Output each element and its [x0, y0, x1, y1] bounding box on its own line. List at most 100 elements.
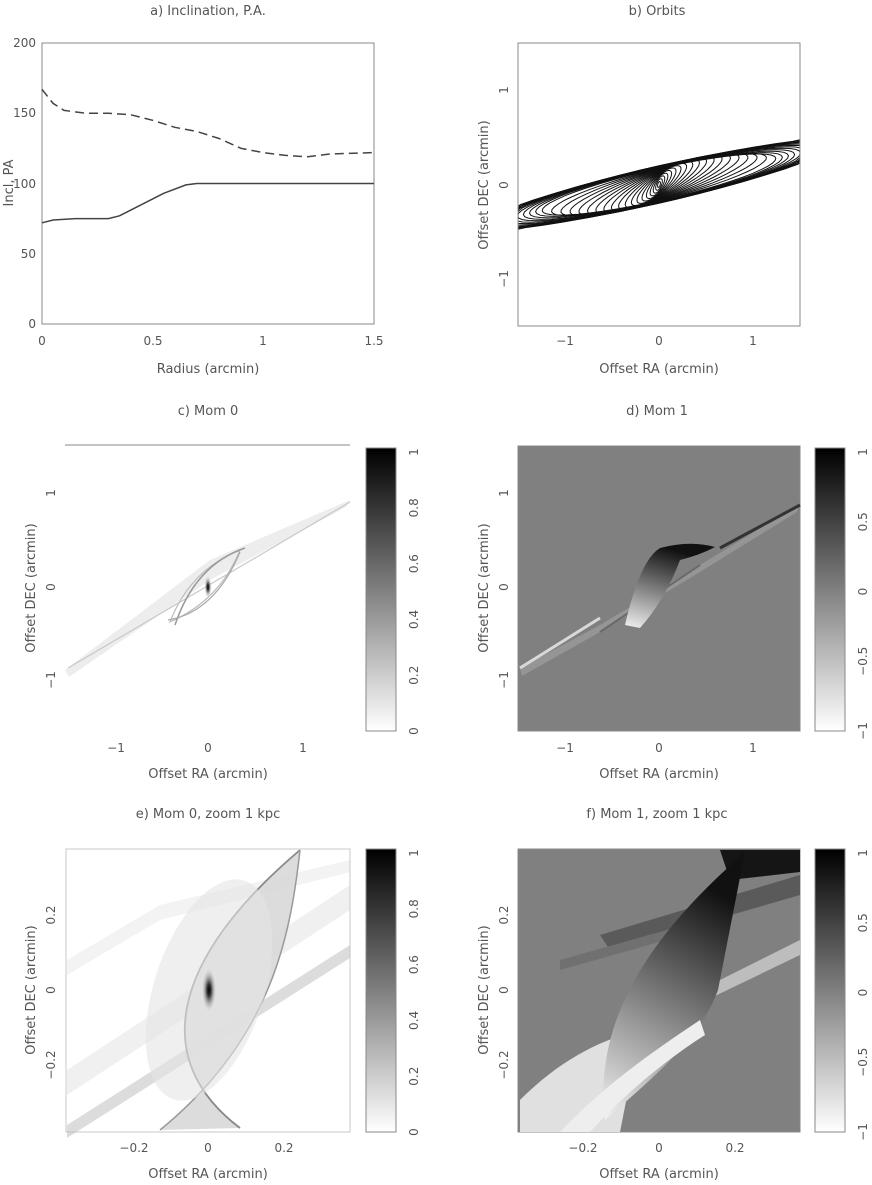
panel-e-ticks: −0.2 0 0.2 −0.2 0 0.2 [44, 905, 294, 1155]
panel-f: f) Mom 1, zoom 1 kpc −0.2 0 0.2 −0.2 0 0… [477, 807, 870, 1182]
panel-e-xtick: −0.2 [119, 1141, 148, 1155]
panel-d-xtick: 0 [655, 741, 663, 755]
panel-f-features [520, 850, 800, 1132]
panel-c-ylabel: Offset DEC (arcmin) [24, 523, 39, 652]
panel-e-xtick: 0 [204, 1141, 212, 1155]
panel-e-colorbar [365, 848, 397, 1133]
panel-b-xtick: 1 [749, 334, 757, 348]
panel-b-ytick: 1 [497, 86, 511, 94]
panel-c-xtick: −1 [107, 741, 125, 755]
panel-f-ticks: −0.2 0 0.2 −0.2 0 0.2 [497, 905, 745, 1155]
panel-d-ytick: 1 [497, 489, 511, 497]
panel-b-orbit [517, 142, 801, 227]
panel-a-ytick: 200 [13, 36, 36, 50]
panel-b-orbit [528, 150, 790, 219]
panel-e: e) Mom 0, zoom 1 kpc −0.2 0 0.2 −0.2 0 0… [24, 807, 421, 1182]
panel-b-title: b) Orbits [629, 4, 686, 19]
panel-c-ytick: 1 [44, 489, 58, 497]
panel-b-ytick: 0 [497, 181, 511, 189]
colorbar-label: 0.2 [407, 1067, 421, 1086]
panel-b-orbit [641, 167, 677, 202]
panel-b-xtick: 0 [655, 334, 663, 348]
colorbar-label: 0.6 [407, 955, 421, 974]
panel-a-ytick: 100 [13, 177, 36, 191]
panel-c-title: c) Mom 0 [178, 404, 239, 419]
colorbar-label: 1 [856, 448, 870, 456]
colorbar-label: 0 [856, 989, 870, 997]
panel-a-xtick: 0.5 [143, 334, 162, 348]
panel-b-orbit [517, 147, 801, 222]
panel-e-ytick: 0.2 [44, 905, 58, 924]
panel-b-orbit [636, 165, 682, 204]
panel-f-title: f) Mom 1, zoom 1 kpc [586, 807, 727, 822]
panel-a-ticks: 0 0.5 1 1.5 0 50 100 150 200 [13, 36, 383, 348]
panel-a: a) Inclination, P.A. 0 0.5 1 1.5 0 50 10… [2, 4, 384, 377]
panel-b-orbit [541, 153, 777, 216]
colorbar-label: −1 [856, 1123, 870, 1141]
panel-c-ytick: 0 [44, 583, 58, 591]
panel-f-xtick: 0.2 [725, 1141, 744, 1155]
colorbar-label: 0.2 [407, 666, 421, 685]
panel-b-xlabel: Offset RA (arcmin) [599, 362, 719, 377]
panel-d-title: d) Mom 1 [626, 404, 688, 419]
panel-b-ylabel: Offset DEC (arcmin) [477, 120, 492, 249]
colorbar-label: 1 [407, 448, 421, 456]
panel-b-orbits [517, 138, 801, 231]
panel-d-xtick: −1 [556, 741, 574, 755]
colorbar-label: 0.4 [407, 1011, 421, 1030]
panel-c: c) Mom 0 −1 0 1 −1 0 1 Offset RA (arcmin… [24, 404, 421, 782]
colorbar-label: −0.5 [856, 647, 870, 676]
colorbar-label: −1 [856, 722, 870, 740]
panel-b-orbit [517, 143, 801, 226]
panel-a-ytick: 50 [21, 247, 36, 261]
panel-f-ylabel: Offset DEC (arcmin) [477, 925, 492, 1054]
colorbar-label: 0.6 [407, 554, 421, 573]
panel-a-xtick: 0 [38, 334, 46, 348]
colorbar-label: 0.8 [407, 899, 421, 918]
panel-e-xlabel: Offset RA (arcmin) [148, 1167, 268, 1182]
panel-c-colorbar-labels: 0 0.2 0.4 0.6 0.8 1 [407, 448, 421, 735]
panel-c-image [65, 500, 351, 677]
panel-b-orbit [652, 175, 666, 194]
panel-f-xtick: 0 [655, 1141, 663, 1155]
panel-d-ylabel: Offset DEC (arcmin) [477, 523, 492, 652]
panel-f-ytick: 0.2 [497, 905, 511, 924]
panel-a-xtick: 1 [259, 334, 267, 348]
panel-b-orbit [645, 170, 673, 199]
panel-b-xtick: −1 [556, 334, 574, 348]
colorbar-label: −0.5 [856, 1048, 870, 1077]
panel-e-ytick: 0 [44, 986, 58, 994]
colorbar-label: 0 [407, 727, 421, 735]
panel-a-dashed-line [41, 88, 375, 158]
panel-f-ytick: 0 [497, 986, 511, 994]
panel-c-ytick: −1 [44, 671, 58, 689]
panel-b-orbit [517, 144, 801, 225]
panel-d-colorbar [814, 447, 846, 732]
panel-b-orbit [657, 181, 661, 188]
panel-f-colorbar [814, 848, 846, 1133]
panel-b-orbit [649, 172, 669, 197]
panel-a-ytick: 0 [28, 317, 36, 331]
colorbar-label: 1 [407, 849, 421, 857]
panel-c-colorbar [365, 447, 397, 732]
panel-a-xlabel: Radius (arcmin) [157, 362, 260, 377]
panel-d-ytick: 0 [497, 583, 511, 591]
panel-e-ylabel: Offset DEC (arcmin) [24, 925, 39, 1054]
panel-b-orbit [535, 152, 783, 217]
colorbar-label: 0 [856, 588, 870, 596]
panel-b-frame [517, 42, 801, 327]
panel-d: d) Mom 1 −1 0 1 −1 0 1 Offset RA (arcmin… [477, 404, 870, 782]
panel-d-ytick: −1 [497, 671, 511, 689]
panel-b-ytick: −1 [497, 270, 511, 288]
panel-d-xtick: 1 [749, 741, 757, 755]
panel-b-orbit [522, 149, 796, 220]
panel-a-title: a) Inclination, P.A. [150, 4, 266, 19]
panel-e-colorbar-labels: 0 0.2 0.4 0.6 0.8 1 [407, 849, 421, 1136]
panel-b-orbit [655, 178, 663, 191]
panel-f-xlabel: Offset RA (arcmin) [599, 1167, 719, 1182]
panel-c-xtick: 0 [204, 741, 212, 755]
colorbar-label: 0.5 [856, 913, 870, 932]
panel-d-ticks: −1 0 1 −1 0 1 [497, 489, 757, 755]
colorbar-label: 0.4 [407, 610, 421, 629]
